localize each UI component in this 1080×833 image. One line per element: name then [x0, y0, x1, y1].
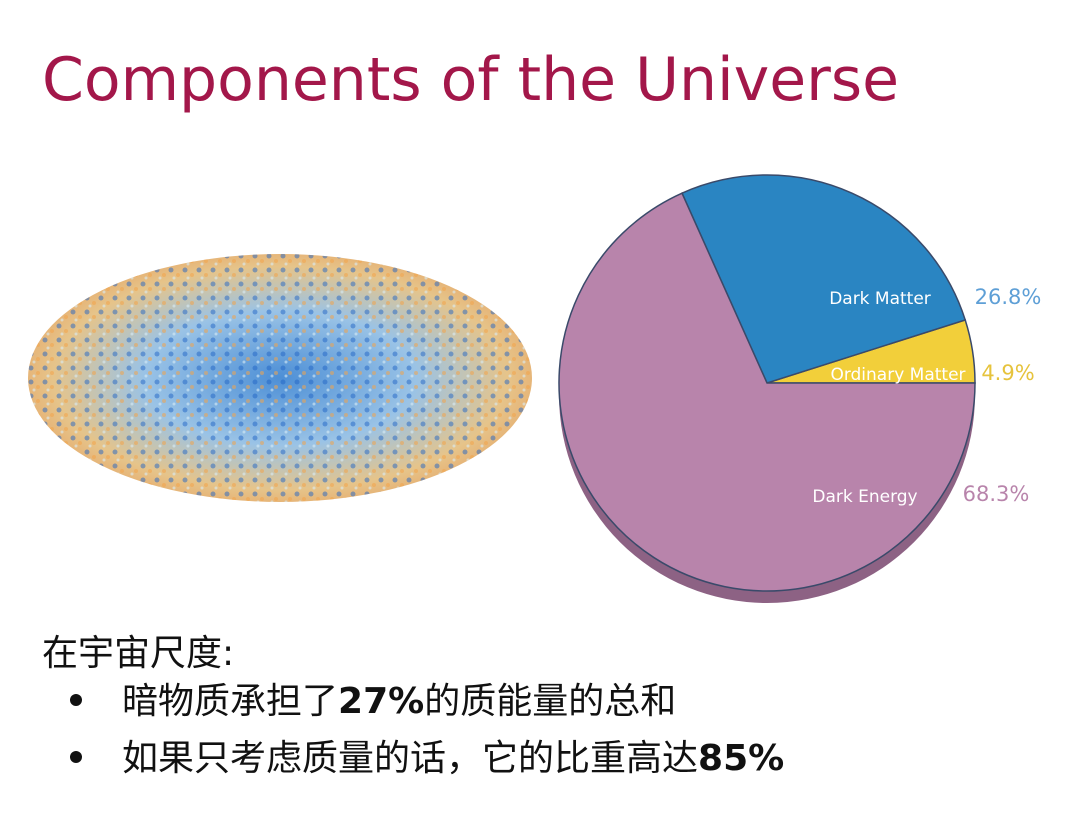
value-label: 68.3% [963, 482, 1030, 506]
cmb-texture [28, 254, 532, 502]
pie-slice [681, 174, 967, 384]
bullet-run: 暗物质承担了 [122, 681, 338, 722]
bullet-text: 暗物质承担了27%的质能量的总和 [122, 681, 676, 722]
slice-label: Dark Energy [812, 487, 917, 507]
pie-slice [558, 192, 976, 592]
pie-chart: Ordinary Matter 4.9% Dark Matter 26.8% Dark … [558, 174, 1042, 592]
bullet-run: 如果只考虑质量的话，它的比重高达 [122, 738, 698, 779]
bullet-dot [70, 751, 82, 763]
slide-title: Components of the Universe [42, 45, 899, 115]
bullet-text: 如果只考虑质量的话，它的比重高达85% [122, 738, 784, 779]
value-label: 26.8% [975, 285, 1042, 309]
bullet-run-bold: 85% [698, 738, 784, 779]
bullet-dot [70, 694, 82, 706]
value-label: 4.9% [981, 361, 1034, 385]
intro-text: 在宇宙尺度: [42, 633, 234, 674]
slice-label: Ordinary Matter [830, 365, 965, 385]
bullet-run-bold: 27% [338, 681, 424, 722]
bullet-run: 的质能量的总和 [424, 681, 676, 722]
slice-label: Dark Matter [829, 289, 931, 309]
